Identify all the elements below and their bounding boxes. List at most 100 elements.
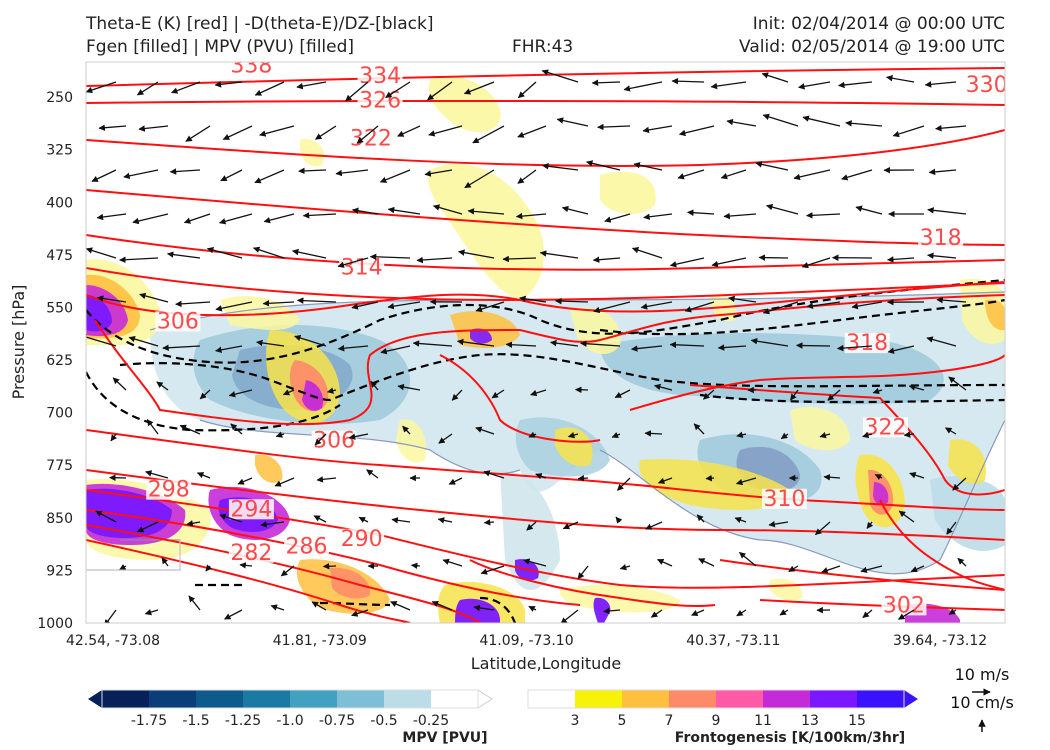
wind-vector-icon: [948, 376, 967, 391]
wind-vector-icon: [768, 520, 789, 528]
theta-e-contour: [86, 539, 411, 623]
wind-vector-icon: [736, 609, 747, 617]
wind-vector-icon: [185, 125, 211, 142]
colorbar-frame: [101, 689, 479, 709]
wind-vector-icon: [653, 383, 673, 391]
colorbar-segment: [149, 690, 197, 708]
wind-vector-icon: [762, 301, 799, 315]
wind-vector-icon: [711, 257, 747, 268]
wind-vector-icon: [798, 81, 831, 90]
contour-label: 282: [230, 541, 272, 566]
wind-vector-icon: [464, 169, 495, 189]
wind-vector-icon: [619, 563, 631, 571]
wind-vector-icon: [541, 69, 579, 83]
wind-vector-icon: [705, 474, 715, 482]
contour-label: 294: [230, 497, 272, 522]
colorbar-segment: [763, 690, 811, 708]
contour-label-bg: [761, 488, 807, 509]
colorbar-segment: [669, 690, 717, 708]
wind-vector-icon: [206, 246, 243, 259]
wind-vector-icon: [351, 609, 369, 617]
wind-vector-icon: [806, 212, 841, 219]
wind-vector-icon: [924, 81, 957, 88]
wind-vector-icon: [617, 477, 631, 491]
wind-vector-icon: [369, 253, 411, 261]
wind-vector-icon: [645, 521, 663, 530]
colorbar-tick-label: 5: [618, 713, 627, 729]
wind-vector-icon: [222, 125, 253, 140]
wind-vector-icon: [836, 344, 873, 352]
wind-vector-icon: [260, 521, 285, 528]
colorbar-frame: [527, 689, 905, 709]
wind-vector-icon: [944, 427, 957, 435]
fgen-fill: [873, 482, 889, 506]
wind-vector-icon: [215, 345, 243, 354]
fgen-fill: [985, 299, 1005, 331]
colorbar-tick-label: 15: [848, 713, 866, 729]
x-tick-label: 39.64, -73.12: [893, 633, 987, 649]
y-tick-label: 775: [46, 458, 73, 474]
mpv-contour-line: [599, 419, 1005, 575]
wind-vector-icon: [282, 389, 295, 396]
wind-vector-icon: [228, 389, 253, 398]
y-tick-label: 325: [46, 143, 73, 159]
wind-vector-icon: [515, 212, 547, 220]
wind-vector-icon: [86, 334, 117, 347]
wind-vector-icon: [351, 207, 379, 215]
wind-vector-icon: [270, 604, 285, 611]
wind-vector-icon: [561, 205, 589, 215]
contour-label: 330: [966, 73, 1008, 98]
wind-vector-icon: [263, 213, 295, 224]
wind-vector-icon: [957, 557, 967, 567]
wind-vector-icon: [259, 125, 295, 137]
wind-vector-icon: [909, 472, 925, 479]
wind-vector-icon: [139, 292, 169, 303]
wind-vector-icon: [179, 424, 201, 435]
colorbar-segment: [384, 690, 432, 708]
colorbar-segment: [431, 690, 479, 708]
contour-label: 290: [341, 527, 383, 552]
wind-vector-icon: [615, 516, 623, 524]
wind-vector-icon: [348, 433, 369, 440]
wind-vector-icon: [491, 389, 505, 399]
wind-vector-icon: [593, 301, 631, 314]
wind-vector-icon: [567, 431, 579, 439]
colorbar-tick-label: 7: [665, 713, 674, 729]
wind-vector-icon: [138, 125, 169, 132]
wind-vector-icon: [580, 340, 621, 347]
wind-vector-icon: [926, 336, 957, 347]
wind-vector-icon: [448, 477, 463, 485]
stability-contour: [599, 298, 1005, 336]
wind-vector-icon: [657, 558, 673, 567]
theta-e-contour: [86, 267, 1005, 302]
wind-vector-icon: [678, 125, 715, 137]
wind-vector-icon: [526, 521, 537, 531]
wind-vector-icon: [762, 113, 799, 127]
wind-vector-icon: [262, 300, 295, 307]
wind-vector-icon: [219, 513, 243, 523]
wind-vector-icon: [438, 433, 453, 444]
y-tick-label: 250: [46, 90, 73, 106]
wind-vector-icon: [370, 380, 379, 391]
wind-vector-icon: [556, 117, 589, 127]
wind-vector-icon: [862, 609, 873, 619]
wind-vector-icon: [483, 519, 495, 526]
wind-vector-icon: [780, 432, 789, 440]
wind-vector-icon: [528, 431, 537, 438]
wind-vector-icon: [696, 514, 705, 523]
wind-vector-icon: [483, 470, 505, 479]
colorbar-extend-left-icon: [88, 690, 102, 708]
contour-label-bg: [339, 528, 385, 549]
wind-vector-icon: [390, 601, 411, 611]
colorbar-segment: [575, 690, 623, 708]
wind-vector-icon: [98, 124, 127, 131]
colorbar-extend-left-icon: [514, 690, 528, 708]
wind-vector-icon: [345, 81, 369, 102]
x-tick-label: 41.81, -73.09: [273, 633, 367, 649]
contour-label-bg: [228, 542, 274, 563]
wind-vector-icon: [788, 565, 799, 573]
y-tick-label: 400: [46, 195, 73, 211]
theta-e-contour: [86, 234, 1005, 271]
wind-vector-icon: [669, 257, 705, 268]
